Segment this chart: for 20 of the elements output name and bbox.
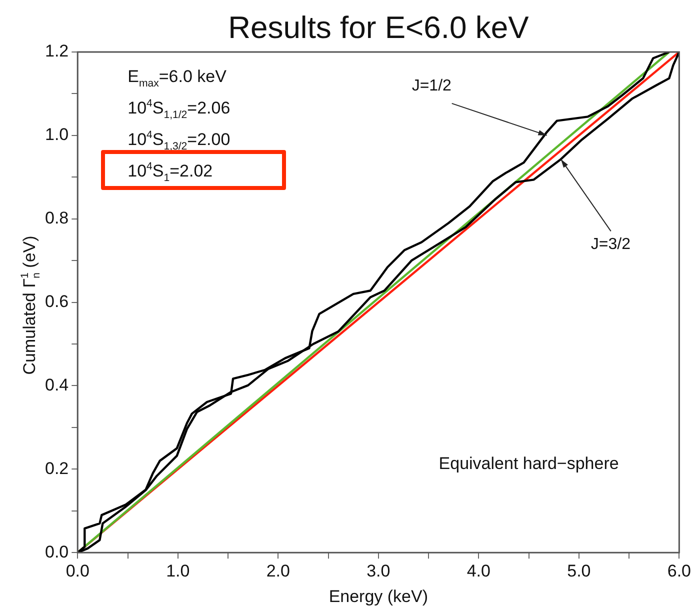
- y-tick-label: 1.0: [44, 125, 69, 144]
- x-tick-label: 5.0: [567, 561, 591, 580]
- y-tick-label: 0.6: [44, 292, 69, 311]
- chart-title: Results for E<6.0 keV: [228, 10, 530, 45]
- y-tick-label: 0.0: [44, 542, 69, 562]
- x-axis-title: Energy (keV): [328, 587, 428, 606]
- annotation: J=1/2: [412, 77, 452, 94]
- y-tick-label: 0.2: [44, 458, 69, 478]
- y-axis-title: Cumulated Γ1n (eV): [18, 236, 42, 375]
- x-tick-label: 6.0: [667, 561, 692, 580]
- annotation: Equivalent hard−sphere: [438, 454, 619, 474]
- x-tick-label: 3.0: [366, 561, 390, 580]
- annotation: J=3/2: [590, 236, 631, 254]
- x-tick-label: 4.0: [466, 561, 490, 580]
- y-tick-label: 1.2: [44, 42, 69, 61]
- x-tick-label: 0.0: [66, 561, 90, 580]
- x-tick-label: 2.0: [266, 561, 290, 580]
- x-tick-label: 1.0: [166, 561, 190, 580]
- y-tick-label: 0.4: [44, 375, 69, 394]
- y-tick-label: 0.8: [44, 208, 69, 228]
